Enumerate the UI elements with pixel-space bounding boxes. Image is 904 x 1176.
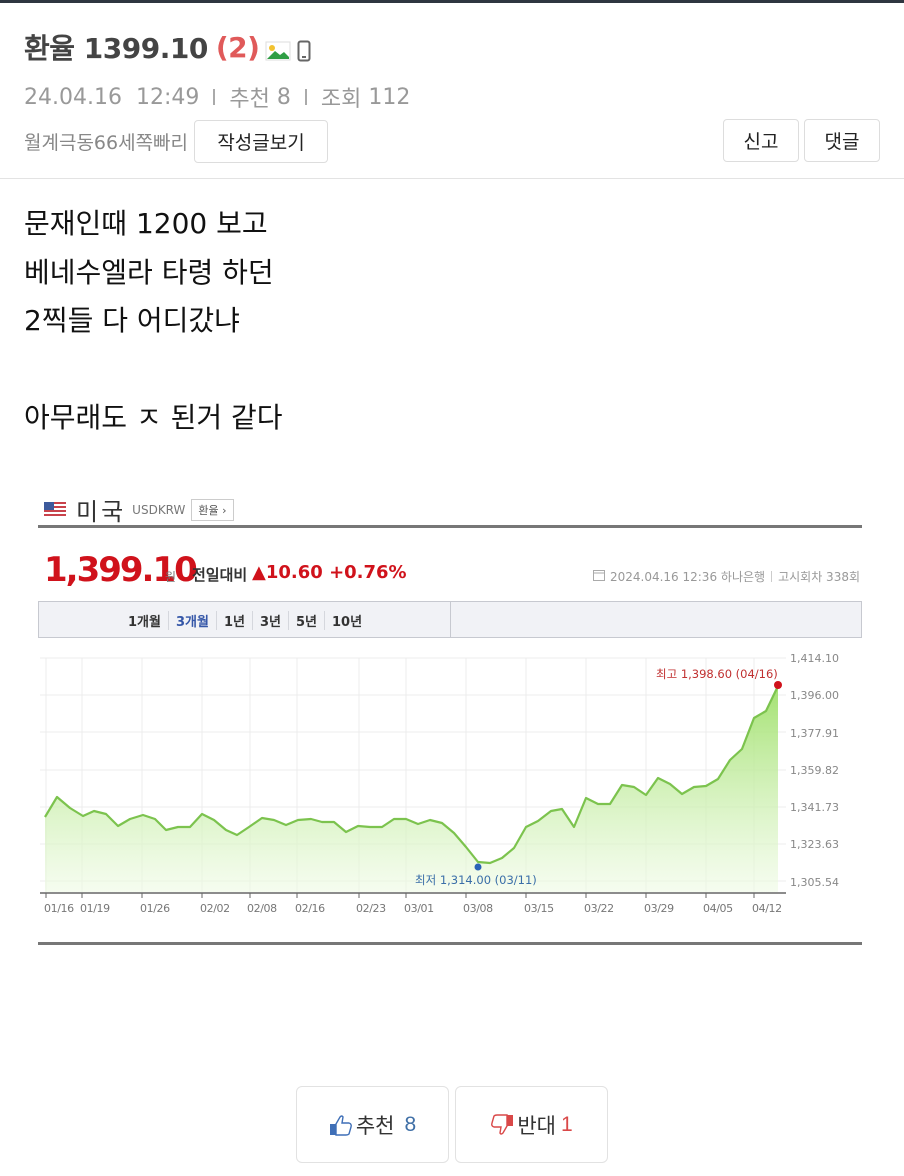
us-flag-icon — [44, 502, 66, 517]
svg-text:01/16: 01/16 — [44, 902, 74, 915]
fx-compare-label: 전일대비 — [192, 566, 248, 584]
post-meta: 24.04.16 12:49 추천 8 조회 112 — [24, 81, 410, 113]
svg-text:01/19: 01/19 — [80, 902, 110, 915]
fx-country: 미국 — [76, 498, 127, 526]
thumbs-up-icon — [329, 1114, 352, 1136]
post-time: 12:49 — [135, 84, 200, 110]
svg-text:1,414.10: 1,414.10 — [790, 652, 839, 665]
max-point — [774, 681, 782, 689]
svg-text:02/16: 02/16 — [295, 902, 325, 915]
views-count: 112 — [368, 84, 411, 110]
views-label: 조회 — [320, 87, 362, 112]
fx-divider — [38, 525, 862, 528]
svg-text:최저 1,314.00 (03/11): 최저 1,314.00 (03/11) — [415, 873, 537, 887]
svg-text:01/26: 01/26 — [140, 902, 170, 915]
body-line — [24, 346, 283, 395]
image-icon — [265, 36, 291, 61]
fx-change-percent: +0.76% — [329, 562, 407, 583]
post-title: 환율 1399.10 (2) — [24, 27, 311, 67]
tab-3-years: 3년 — [251, 611, 288, 630]
fx-change-amount: ▲10.60 — [252, 562, 323, 583]
recommend-label: 추천 — [229, 87, 270, 112]
body-line: 문재인때 1200 보고 — [24, 207, 268, 240]
oppose-label: 반대 — [517, 1114, 556, 1138]
tab-1-year: 1년 — [215, 611, 252, 630]
fx-price: 1,399.10 — [44, 550, 198, 590]
svg-text:04/05: 04/05 — [703, 902, 733, 915]
fx-unit: 원 — [165, 570, 177, 584]
author-row: 월계극동66세쪽빠리 작성글보기 — [24, 119, 329, 163]
chart-line — [44, 685, 779, 865]
report-button[interactable]: 신고 — [723, 119, 799, 162]
recommend-button[interactable]: 추천 8 — [296, 1086, 449, 1163]
fx-change: ▲10.60 +0.76% — [252, 562, 407, 583]
chart-area — [45, 686, 778, 892]
svg-text:최고 1,398.60 (04/16): 최고 1,398.60 (04/16) — [656, 667, 778, 681]
post-date: 24.04.16 — [24, 84, 122, 110]
svg-text:02/02: 02/02 — [200, 902, 230, 915]
body-line: 아무래도 ㅈ 된거 같다 — [24, 401, 283, 434]
fx-bottom-divider — [38, 942, 862, 945]
view-posts-button[interactable]: 작성글보기 — [194, 119, 329, 163]
exchange-rate-image: 미국 USDKRW 환율 › 1,399.10 원 전일대비 ▲10.60 +0… — [38, 484, 862, 946]
period-tabs: 1개월 3개월 1년 3년 5년 10년 — [38, 601, 862, 638]
top-border — [0, 0, 904, 3]
fx-code: USDKRW — [132, 502, 186, 517]
svg-text:1,341.73: 1,341.73 — [790, 801, 839, 814]
fx-bank: 하나은행 — [720, 570, 766, 584]
post-title-text: 환율 1399.10 — [24, 32, 208, 65]
svg-text:1,377.91: 1,377.91 — [790, 727, 839, 740]
svg-text:1,305.54: 1,305.54 — [790, 876, 839, 889]
oppose-button[interactable]: 반대 1 — [455, 1086, 608, 1163]
thumbs-down-icon — [491, 1113, 514, 1135]
svg-text:03/22: 03/22 — [584, 902, 614, 915]
fx-info: 2024.04.16 12:36 하나은행 고시회차 338회 — [593, 568, 860, 585]
meta-divider — [213, 89, 216, 105]
fx-heading: 미국 USDKRW 환율 › — [44, 492, 234, 527]
svg-text:1,323.63: 1,323.63 — [790, 838, 839, 851]
fx-round: 고시회차 338회 — [778, 570, 860, 584]
svg-text:03/29: 03/29 — [644, 902, 674, 915]
author-name[interactable]: 월계극동66세쪽빠리 — [24, 131, 189, 154]
oppose-count: 1 — [560, 1112, 573, 1136]
body-line: 베네수엘라 타령 하던 — [24, 255, 274, 289]
svg-text:03/01: 03/01 — [404, 902, 434, 915]
post-header: 환율 1399.10 (2) 24.04.16 12:49 추천 8 조회 11… — [0, 3, 904, 179]
tab-5-years: 5년 — [287, 611, 324, 630]
recommend-label: 추천 — [355, 1114, 395, 1138]
svg-text:1,359.82: 1,359.82 — [790, 764, 839, 777]
calendar-icon — [593, 569, 606, 584]
meta-divider — [304, 89, 307, 105]
svg-text:03/08: 03/08 — [463, 902, 493, 915]
tab-1-month: 1개월 — [128, 615, 161, 630]
post-body: 문재인때 1200 보고 베네수엘라 타령 하던 2찍들 다 어디갔냐 아무래도… — [24, 200, 283, 443]
tab-10-years: 10년 — [323, 611, 369, 630]
svg-text:04/12: 04/12 — [752, 902, 782, 915]
recommend-count: 8 — [276, 84, 291, 110]
tab-3-months: 3개월 — [167, 611, 216, 630]
min-point — [474, 863, 482, 871]
fx-rate-tag: 환율 › — [191, 498, 234, 521]
svg-text:1,396.00: 1,396.00 — [790, 689, 839, 702]
fx-datetime: 2024.04.16 12:36 — [609, 569, 718, 584]
body-line: 2찍들 다 어디갔냐 — [24, 304, 240, 337]
svg-text:02/23: 02/23 — [356, 902, 386, 915]
svg-text:03/15: 03/15 — [524, 902, 554, 915]
recommend-count: 8 — [404, 1112, 417, 1136]
fx-chart: 최고 1,398.60 (04/16) 최저 1,314.00 (03/11) … — [40, 652, 839, 915]
svg-text:02/08: 02/08 — [247, 902, 277, 915]
comment-count[interactable]: (2) — [215, 30, 260, 64]
comment-button[interactable]: 댓글 — [804, 119, 880, 162]
mobile-icon — [297, 36, 311, 62]
